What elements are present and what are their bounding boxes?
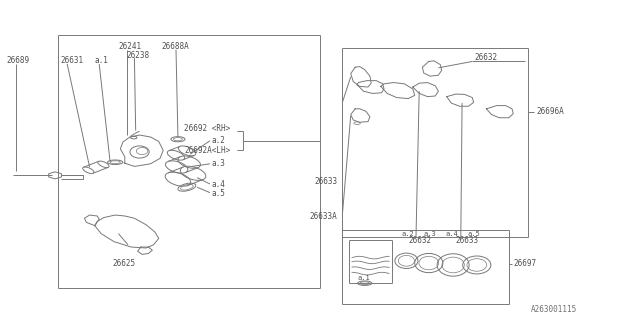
Text: a.3: a.3 (211, 159, 225, 168)
Text: a.5: a.5 (467, 231, 480, 237)
Text: 26692 <RH>: 26692 <RH> (184, 124, 230, 133)
Text: a.2: a.2 (211, 136, 225, 145)
Text: 26632: 26632 (408, 236, 431, 245)
Text: a.4: a.4 (211, 180, 225, 189)
Text: a.4: a.4 (445, 231, 458, 237)
Text: A263001115: A263001115 (531, 305, 577, 314)
Text: 26696A: 26696A (536, 108, 564, 116)
Text: a.1: a.1 (357, 275, 370, 281)
Text: 26633: 26633 (314, 177, 337, 186)
Text: a.2: a.2 (402, 231, 415, 237)
Text: 26689: 26689 (6, 56, 29, 65)
Text: 26697: 26697 (513, 260, 536, 268)
Text: 26238: 26238 (127, 51, 150, 60)
Text: 26631: 26631 (61, 56, 84, 65)
Text: 26632: 26632 (475, 53, 498, 62)
Text: 26633: 26633 (456, 236, 479, 245)
Text: a.1: a.1 (95, 56, 109, 65)
Text: a.3: a.3 (424, 231, 436, 237)
Text: 26692A<LH>: 26692A<LH> (184, 146, 230, 155)
Text: 26633A: 26633A (310, 212, 337, 221)
Text: 26241: 26241 (118, 42, 141, 51)
Text: 26688A: 26688A (161, 42, 189, 51)
Text: a.5: a.5 (211, 189, 225, 198)
Text: 26625: 26625 (112, 260, 135, 268)
